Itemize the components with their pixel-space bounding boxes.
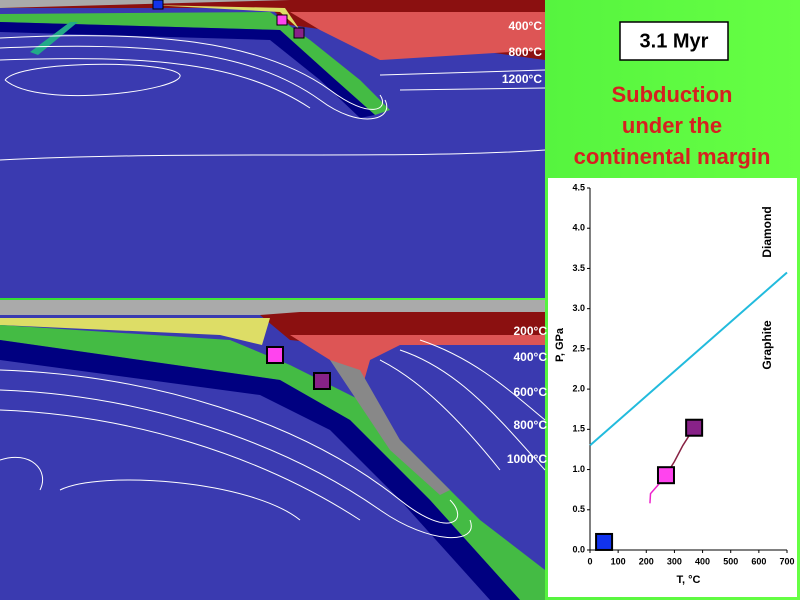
series-line: [589, 271, 788, 447]
x-tick-label: 0: [587, 556, 592, 566]
x-tick-label: 400: [695, 556, 710, 566]
x-tick-label: 500: [723, 556, 738, 566]
x-tick-label: 600: [751, 556, 766, 566]
caption-line: Subduction: [612, 82, 733, 107]
annotation: Graphite: [760, 320, 774, 370]
y-tick-label: 0.5: [572, 504, 585, 514]
bottom-model: [0, 300, 546, 600]
marker: [685, 418, 704, 437]
x-tick-label: 700: [779, 556, 794, 566]
isotherm-label: 800°C: [514, 418, 548, 432]
title-box: [619, 21, 729, 61]
x-tick-label: 300: [667, 556, 682, 566]
y-tick-label: 0.0: [572, 544, 585, 554]
annotation: Diamond: [760, 206, 774, 257]
isotherm-label: 400°C: [509, 19, 543, 33]
marker: [656, 466, 675, 485]
isotherm-label: 800°C: [509, 45, 543, 59]
isotherm-labels: 200°C 400°C 600°C 800°C 1000°C: [507, 324, 547, 466]
caption-line: under the: [622, 113, 722, 138]
y-tick-label: 3.5: [572, 263, 585, 273]
y-tick-label: 2.5: [572, 343, 585, 353]
marker: [595, 532, 614, 551]
isotherm-label: 200°C: [514, 324, 548, 338]
slide-title: 3.1 Myr: [640, 30, 709, 52]
y-tick-label: 3.0: [572, 303, 585, 313]
x-axis-label: T, °C: [677, 574, 701, 586]
y-axis-label: P, GPa: [554, 327, 566, 362]
y-tick-label: 1.5: [572, 424, 585, 434]
chart: 0.0 0.5 1.0 1.5 2.0 2.5 3.0 3.5 4.0 4.5 0 100 200 300…: [554, 182, 795, 586]
isotherm-label: 400°C: [514, 350, 548, 364]
isotherm-label: 1000°C: [507, 452, 547, 466]
y-tick-label: 1.0: [572, 464, 585, 474]
x-tick-label: 200: [639, 556, 654, 566]
y-tick-label: 4.0: [572, 223, 585, 233]
top-model: [0, 0, 546, 298]
isotherm-label: 1200°C: [502, 72, 542, 86]
isotherm-labels: 400°C 800°C 1200°C: [502, 19, 542, 86]
caption: Subduction under the continental margin: [574, 82, 771, 169]
x-tick-label: 100: [611, 556, 626, 566]
caption-line: continental margin: [574, 144, 771, 169]
y-tick-label: 2.0: [572, 383, 585, 393]
isotherm-label: 600°C: [514, 385, 548, 399]
y-tick-label: 4.5: [572, 182, 585, 192]
